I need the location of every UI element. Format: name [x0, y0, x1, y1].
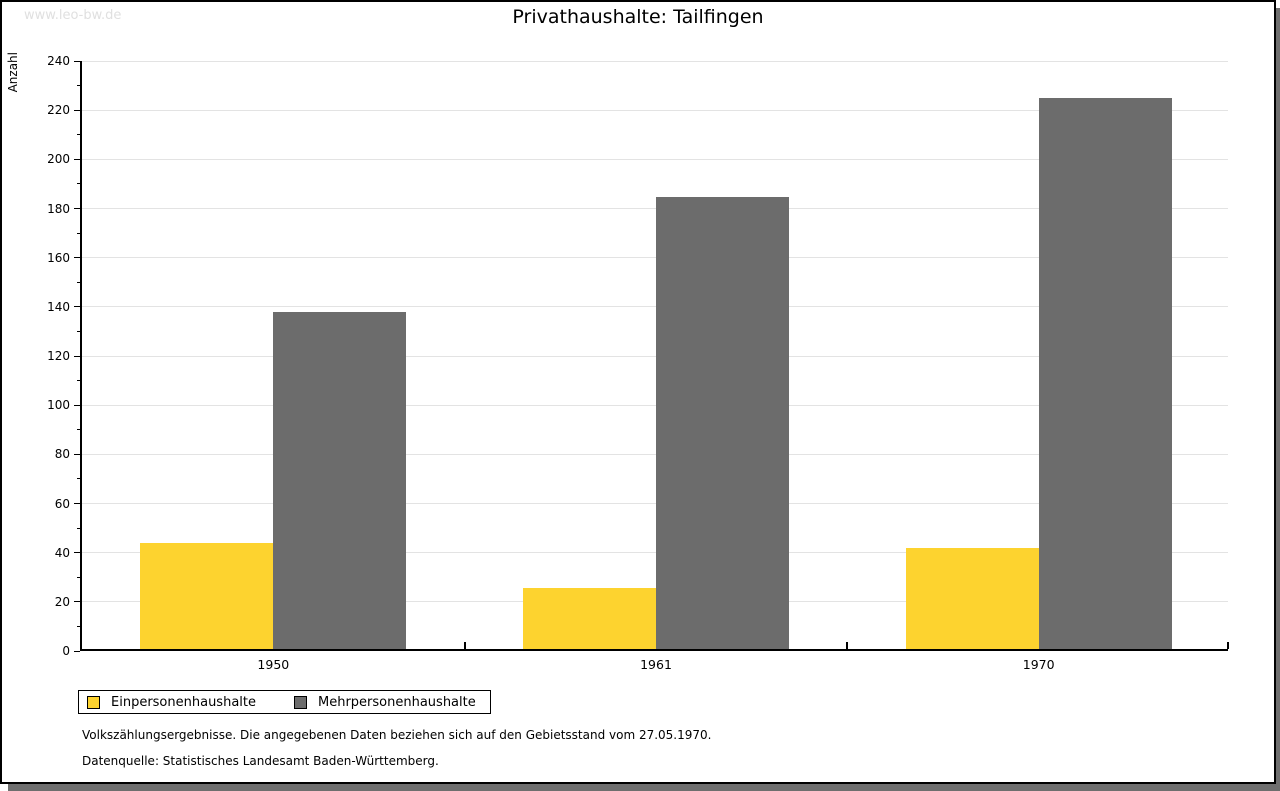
y-minor-tick-230: [77, 85, 80, 87]
y-tick-label-40: 40: [54, 545, 70, 560]
y-minor-tick-50: [77, 527, 80, 529]
y-tick-200: [74, 158, 80, 160]
gridline-y-200: [82, 158, 1228, 160]
gridline-y-140: [82, 306, 1228, 308]
legend-label: Einpersonenhaushalte: [111, 694, 256, 710]
bar-einpersonenhaushalte-1961: [523, 587, 656, 649]
watermark: www.leo-bw.de: [24, 8, 122, 23]
y-minor-tick-30: [77, 576, 80, 578]
y-tick-label-0: 0: [62, 644, 70, 658]
x-category-label-1970: 1970: [1022, 657, 1055, 672]
y-minor-tick-70: [77, 478, 80, 480]
gridline-y-160: [82, 257, 1228, 259]
y-tick-label-220: 220: [47, 103, 70, 118]
y-tick-180: [74, 208, 80, 209]
gridline-y-100: [82, 404, 1228, 406]
gridline-y-80: [82, 453, 1228, 455]
y-minor-tick-110: [77, 380, 80, 382]
bar-mehrpersonenhaushalte-1950: [273, 312, 407, 649]
y-minor-tick-10: [77, 625, 80, 627]
legend-item-mehrpersonenhaushalte: Mehrpersonenhaushalte: [294, 695, 476, 710]
y-tick-100: [74, 404, 80, 406]
y-minor-tick-90: [77, 429, 80, 431]
y-tick-label-100: 100: [47, 398, 70, 413]
y-tick-0: [74, 650, 80, 652]
x-boundary-tick-end: [1227, 642, 1229, 649]
legend-swatch-icon: [87, 695, 100, 709]
bar-einpersonenhaushalte-1950: [140, 543, 274, 649]
footer-note-data-source: Datenquelle: Statistisches Landesamt Bad…: [82, 754, 439, 768]
y-axis-label: Anzahl: [6, 52, 20, 93]
plot-area: 0 20 40 60 80 100 120 140 160 180 200 220 240 1950 196…: [47, 54, 1229, 672]
y-tick-label-180: 180: [47, 201, 70, 216]
y-minor-tick-190: [77, 183, 80, 185]
bar-mehrpersonenhaushalte-1970: [1038, 98, 1172, 649]
gridline-y-220: [82, 109, 1228, 111]
y-tick-140: [74, 306, 80, 308]
gridline-y-40: [82, 552, 1228, 554]
y-tick-label-160: 160: [47, 250, 70, 265]
legend-swatch-icon: [294, 695, 307, 709]
y-tick-160: [74, 257, 80, 259]
y-tick-label-200: 200: [47, 152, 70, 167]
y-tick-80: [74, 453, 80, 455]
y-tick-120: [74, 355, 80, 357]
x-category-label-1961: 1961: [640, 657, 672, 672]
y-tick-label-120: 120: [47, 349, 70, 363]
bar-einpersonenhaushalte-1970: [905, 548, 1039, 649]
footer-notes: Volkszählungsergebnisse. Die angegebenen…: [82, 728, 711, 780]
x-category-label-1950: 1950: [257, 657, 290, 672]
y-tick-label-20: 20: [54, 594, 70, 609]
legend-item-einpersonenhaushalte: Einpersonenhaushalte: [87, 695, 256, 710]
y-tick-60: [74, 503, 80, 504]
y-tick-label-80: 80: [54, 447, 70, 462]
gridline-y-120: [82, 355, 1228, 357]
bar-mehrpersonenhaushalte-1961: [656, 196, 789, 649]
gridline-y-240: [82, 60, 1228, 62]
y-tick-label-140: 140: [47, 299, 70, 314]
y-minor-tick-130: [77, 330, 80, 332]
x-boundary-tick-2: [846, 642, 849, 649]
y-minor-tick-150: [77, 281, 80, 283]
y-tick-label-240: 240: [47, 54, 70, 68]
legend: Einpersonenhaushalte Mehrpersonenhaushalt…: [78, 690, 491, 714]
x-boundary-tick-1: [463, 642, 466, 649]
gridline-y-60: [82, 503, 1228, 504]
y-minor-tick-170: [77, 232, 80, 234]
y-minor-tick-210: [77, 134, 80, 136]
y-tick-label-60: 60: [54, 496, 70, 511]
chart-title: Privathaushalte: Tailfingen: [512, 6, 764, 28]
y-tick-240: [74, 60, 80, 62]
y-tick-220: [74, 109, 80, 111]
footer-note-source-basis: Volkszählungsergebnisse. Die angegebenen…: [82, 728, 712, 742]
gridline-y-180: [82, 208, 1228, 209]
legend-label: Mehrpersonenhaushalte: [318, 694, 476, 710]
y-tick-40: [74, 552, 80, 554]
y-tick-20: [74, 601, 80, 603]
